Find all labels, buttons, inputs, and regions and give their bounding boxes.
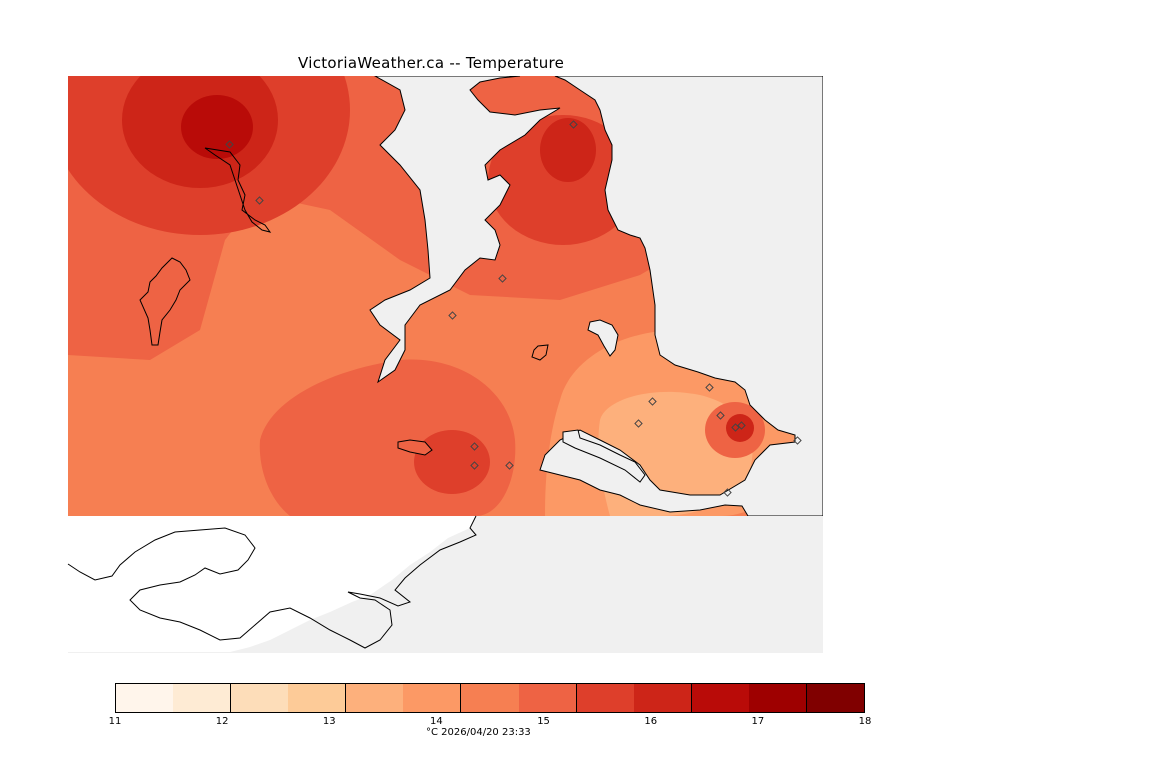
station-marker[interactable] <box>255 196 264 205</box>
colorbar-segment <box>518 684 577 712</box>
colorbar-segment <box>748 684 807 712</box>
colorbar-tick-label: 17 <box>751 716 765 727</box>
station-marker[interactable] <box>737 421 746 430</box>
station-marker[interactable] <box>634 419 643 428</box>
colorbar-segment <box>576 684 634 712</box>
colorbar-segment <box>346 684 404 712</box>
station-marker[interactable] <box>505 461 514 470</box>
southern-landmass <box>68 516 476 652</box>
colorbar-tick-label: 14 <box>430 716 443 727</box>
station-marker[interactable] <box>648 397 657 406</box>
colorbar-tick-label: 13 <box>322 716 336 727</box>
colorbar-tick-labels: 11 12 13 14 15 16 17 18 <box>109 713 872 727</box>
colorbar-segment <box>288 684 347 712</box>
station-marker[interactable] <box>793 436 802 445</box>
colorbar-tick-label: 11 <box>108 716 122 727</box>
temperature-colorbar <box>115 683 865 713</box>
temperature-zone-northwest-peak <box>181 95 253 159</box>
island-central <box>531 344 549 361</box>
station-marker[interactable] <box>569 120 578 129</box>
colorbar-tick-label: 12 <box>215 716 229 727</box>
colorbar-segment <box>116 684 174 712</box>
station-marker[interactable] <box>470 442 479 451</box>
temperature-zone-south-hot <box>414 430 490 494</box>
colorbar-segment <box>633 684 692 712</box>
station-marker[interactable] <box>716 411 725 420</box>
colorbar-segment <box>173 684 232 712</box>
page-title: VictoriaWeather.ca -- Temperature <box>298 54 565 72</box>
colorbar-tick-label: 16 <box>644 716 658 727</box>
colorbar-segment <box>691 684 749 712</box>
colorbar-segment <box>806 684 865 712</box>
station-marker[interactable] <box>723 488 732 497</box>
weather-stations <box>225 120 802 497</box>
station-marker[interactable] <box>470 461 479 470</box>
colorbar-segment <box>231 684 289 712</box>
island-east-spit <box>562 429 646 483</box>
station-marker[interactable] <box>448 311 457 320</box>
colorbar-tick-label: 18 <box>858 716 872 727</box>
station-marker[interactable] <box>705 383 714 392</box>
colorbar-segment <box>403 684 462 712</box>
station-marker[interactable] <box>731 423 740 432</box>
island-east-lake <box>587 319 619 357</box>
colorbar-tick-label: 15 <box>537 716 550 727</box>
station-marker[interactable] <box>225 140 234 149</box>
southern-coastline <box>67 515 477 649</box>
station-marker[interactable] <box>498 274 507 283</box>
units-and-timestamp: °C 2026/04/20 23:33 <box>426 727 531 738</box>
island-south <box>397 439 433 456</box>
water-inlet-west <box>369 76 561 384</box>
island-west <box>139 257 191 346</box>
colorbar-segment <box>461 684 519 712</box>
lake-northwest <box>204 147 272 233</box>
temperature-zone-peninsula-hot <box>540 118 596 182</box>
